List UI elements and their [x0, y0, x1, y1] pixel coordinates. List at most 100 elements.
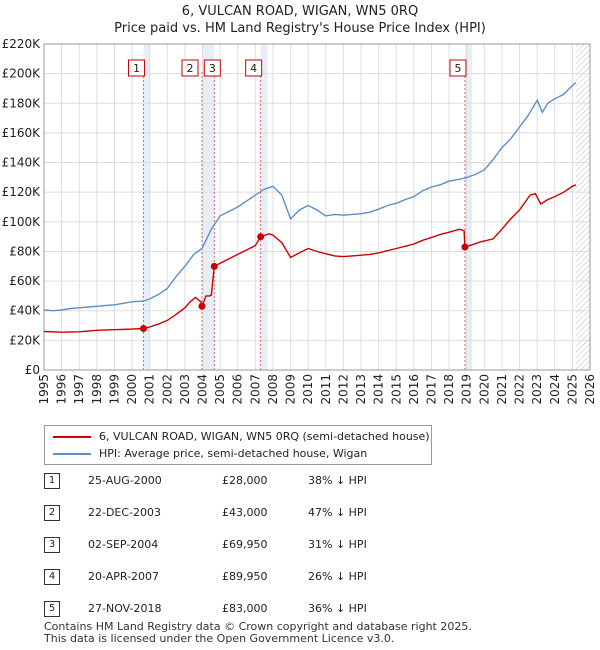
x-tick-label: 2026: [583, 374, 597, 405]
sale-hpi-diff: 26% ↓ HPI: [308, 570, 367, 583]
sale-number-badge: 2: [44, 505, 60, 521]
y-tick-label: £200K: [2, 67, 42, 81]
sale-point: [461, 243, 469, 251]
x-tick-label: 2022: [513, 374, 527, 405]
x-tick-label: 2008: [266, 374, 280, 405]
table-row: 4 20-APR-2007 £89,950 26% ↓ HPI: [44, 569, 444, 585]
x-tick-label: 2005: [213, 374, 227, 405]
legend-swatch-property: [53, 436, 91, 438]
x-tick-label: 2015: [389, 374, 403, 405]
hpi-line: [43, 81, 577, 312]
table-row: 3 02-SEP-2004 £69,950 31% ↓ HPI: [44, 537, 444, 553]
sale-number-label: 2: [186, 62, 193, 75]
x-tick-label: 1996: [55, 374, 69, 405]
legend-item-property: 6, VULCAN ROAD, WIGAN, WN5 0RQ (semi-det…: [53, 429, 430, 445]
chart-subtitle: Price paid vs. HM Land Registry's House …: [114, 21, 486, 36]
x-tick-label: 2021: [495, 374, 509, 405]
table-row: 1 25-AUG-2000 £28,000 38% ↓ HPI: [44, 473, 444, 489]
y-tick-label: £0: [25, 363, 40, 377]
sale-hpi-diff: 36% ↓ HPI: [308, 602, 367, 615]
sale-date: 22-DEC-2003: [88, 506, 162, 519]
x-tick-label: 2007: [248, 374, 262, 405]
sale-shade-band: [201, 44, 215, 370]
y-tick-label: £40K: [9, 304, 41, 318]
sale-number-box: [245, 59, 263, 77]
chart-title: 6, VULCAN ROAD, WIGAN, WN5 0RQ: [181, 4, 419, 19]
sale-number-label: 5: [454, 62, 461, 75]
x-tick-label: 1995: [37, 374, 51, 405]
sale-number-badge: 4: [44, 569, 60, 585]
x-tick-label: 2020: [477, 374, 491, 405]
x-tick-label: 2016: [407, 374, 421, 405]
property-price-line: [43, 184, 577, 333]
sale-number-badge: 3: [44, 537, 60, 553]
forecast-hatch: [575, 44, 590, 370]
sale-price: £89,950: [222, 570, 268, 583]
sale-price: £69,950: [222, 538, 268, 551]
x-tick-label: 2001: [143, 374, 157, 405]
sale-point: [257, 233, 265, 241]
x-tick-label: 1999: [107, 374, 121, 405]
sale-hpi-diff: 31% ↓ HPI: [308, 538, 367, 551]
sale-hpi-diff: 38% ↓ HPI: [308, 474, 367, 487]
table-row: 5 27-NOV-2018 £83,000 36% ↓ HPI: [44, 601, 444, 617]
plot-border: [43, 43, 591, 371]
sale-date: 20-APR-2007: [88, 570, 160, 583]
sale-shade-band: [464, 44, 472, 370]
sale-number-box: [181, 59, 199, 77]
x-tick-label: 2013: [354, 374, 368, 405]
x-tick-label: 2024: [548, 374, 562, 405]
legend-label-property: 6, VULCAN ROAD, WIGAN, WN5 0RQ (semi-det…: [99, 430, 430, 443]
sale-point: [210, 262, 218, 270]
y-tick-label: £160K: [2, 126, 42, 140]
sale-number-label: 1: [133, 62, 140, 75]
x-tick-label: 2012: [336, 374, 350, 405]
x-tick-label: 2004: [196, 374, 210, 405]
y-tick-label: £20K: [9, 333, 41, 347]
footer-licence: This data is licensed under the Open Gov…: [44, 632, 395, 645]
x-tick-label: 2018: [442, 374, 456, 405]
y-tick-label: £140K: [2, 156, 42, 170]
sale-number-box: [128, 59, 146, 77]
sale-date: 27-NOV-2018: [88, 602, 162, 615]
legend-label-hpi: HPI: Average price, semi-detached house,…: [99, 447, 368, 460]
x-tick-label: 2010: [301, 374, 315, 405]
legend-item-hpi: HPI: Average price, semi-detached house,…: [53, 446, 367, 462]
x-tick-label: 2011: [319, 374, 333, 405]
sale-number-label: 4: [250, 62, 257, 75]
x-tick-label: 2000: [125, 374, 139, 405]
sale-point: [198, 302, 206, 310]
sale-shade-band: [260, 44, 268, 370]
y-tick-label: £220K: [2, 37, 42, 51]
table-row: 2 22-DEC-2003 £43,000 47% ↓ HPI: [44, 505, 444, 521]
y-tick-label: £180K: [2, 96, 42, 110]
legend-swatch-hpi: [53, 453, 91, 455]
sale-price: £28,000: [222, 474, 268, 487]
sale-hpi-diff: 47% ↓ HPI: [308, 506, 367, 519]
sale-price: £43,000: [222, 506, 268, 519]
x-tick-label: 2019: [460, 374, 474, 405]
x-tick-label: 2009: [284, 374, 298, 405]
sale-shade-band: [143, 44, 150, 370]
x-tick-label: 2014: [372, 374, 386, 405]
sale-number-box: [449, 59, 467, 77]
price-chart: £0 £20K £40K £60K £80K £100K £120K £140K £160K £1…: [2, 37, 597, 405]
x-tick-label: 2003: [178, 374, 192, 405]
sale-number-label: 3: [209, 62, 216, 75]
legend: 6, VULCAN ROAD, WIGAN, WN5 0RQ (semi-det…: [44, 425, 432, 465]
y-tick-label: £100K: [2, 215, 42, 229]
sale-date: 02-SEP-2004: [88, 538, 159, 551]
sale-price: £83,000: [222, 602, 268, 615]
x-tick-label: 2025: [565, 374, 579, 405]
footer-copyright: Contains HM Land Registry data © Crown c…: [44, 620, 472, 633]
sale-date: 25-AUG-2000: [88, 474, 162, 487]
x-tick-label: 2006: [231, 374, 245, 405]
x-tick-label: 1998: [90, 374, 104, 405]
x-tick-label: 2002: [160, 374, 174, 405]
y-tick-label: £80K: [9, 244, 41, 258]
plot-area: [44, 44, 590, 370]
sale-number-badge: 1: [44, 473, 60, 489]
y-tick-label: £120K: [2, 185, 42, 199]
x-tick-label: 2017: [424, 374, 438, 405]
sale-number-box: [203, 59, 221, 77]
